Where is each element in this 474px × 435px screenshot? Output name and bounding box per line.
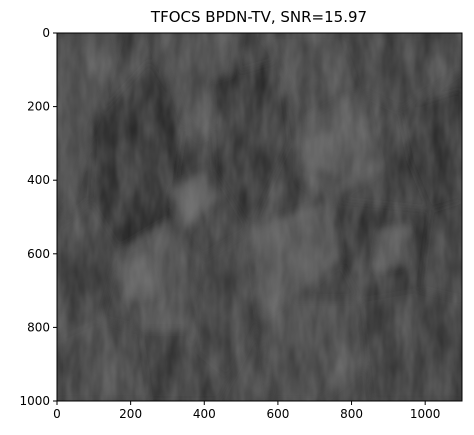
image-panel [57, 33, 462, 401]
x-tick-label-800: 800 [340, 407, 363, 421]
x-tick-label-200: 200 [119, 407, 142, 421]
x-axis: 0 200 400 600 800 1000 [53, 401, 440, 421]
y-tick-label-600: 600 [27, 247, 50, 261]
y-tick-label-400: 400 [27, 173, 50, 187]
x-tick-label-0: 0 [53, 407, 61, 421]
y-tick-label-800: 800 [27, 320, 50, 334]
x-tick-label-600: 600 [266, 407, 289, 421]
y-axis: 0 200 400 600 800 1000 [19, 26, 57, 408]
y-tick-label-1000: 1000 [19, 394, 50, 408]
axes-frame [56, 32, 463, 402]
x-tick-label-1000: 1000 [410, 407, 441, 421]
y-tick-label-200: 200 [27, 100, 50, 114]
image-grain [57, 33, 462, 401]
y-tick-label-0: 0 [42, 26, 50, 40]
figure-title: TFOCS BPDN-TV, SNR=15.97 [150, 8, 367, 26]
x-tick-label-400: 400 [193, 407, 216, 421]
